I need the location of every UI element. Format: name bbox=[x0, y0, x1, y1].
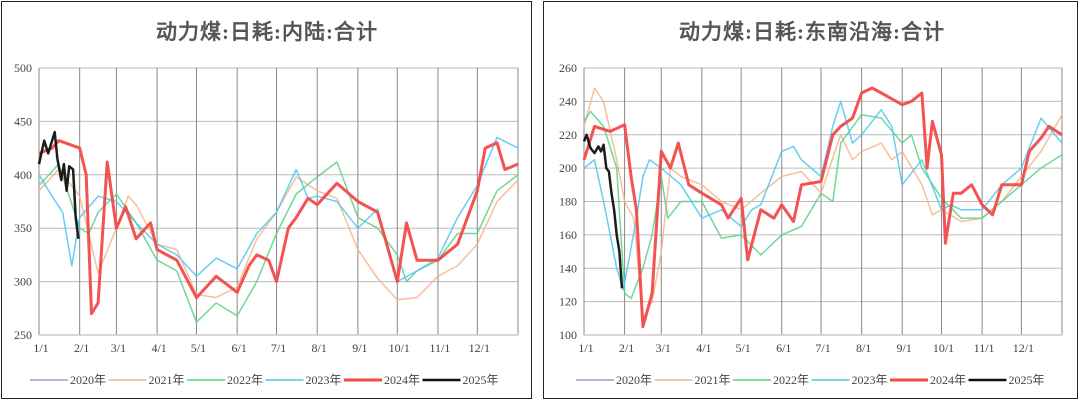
x-tick-label: 6/1 bbox=[776, 341, 791, 355]
y-tick-label: 500 bbox=[14, 61, 32, 75]
x-tick-label: 2/1 bbox=[619, 341, 634, 355]
legend-label: 2022年 bbox=[227, 373, 263, 387]
x-tick-label: 12/1 bbox=[469, 341, 490, 355]
x-tick-label: 12/1 bbox=[1013, 341, 1034, 355]
x-tick-label: 3/1 bbox=[656, 341, 671, 355]
x-tick-label: 7/1 bbox=[815, 341, 830, 355]
legend-label: 2021年 bbox=[149, 373, 185, 387]
x-tick-label: 4/1 bbox=[696, 341, 711, 355]
chart-panel-southeast-coast: 动力煤:日耗:东南沿海:合计 100 120 140 160 180 200 220 240 26… bbox=[543, 1, 1078, 399]
x-tick-label: 10/1 bbox=[933, 341, 954, 355]
x-tick-label: 8/1 bbox=[312, 341, 327, 355]
y-tick-label: 120 bbox=[559, 295, 577, 309]
legend-label: 2025年 bbox=[463, 373, 499, 387]
x-tick-label: 3/1 bbox=[111, 341, 126, 355]
x-tick-label: 1/1 bbox=[33, 341, 48, 355]
y-tick-label: 240 bbox=[559, 94, 577, 108]
legend-label: 2022年 bbox=[773, 373, 809, 387]
x-tick-label: 2/1 bbox=[74, 341, 89, 355]
y-tick-label: 180 bbox=[559, 195, 577, 209]
legend-label: 2024年 bbox=[930, 373, 966, 387]
legend-label: 2024年 bbox=[384, 373, 420, 387]
y-tick-label: 300 bbox=[14, 275, 32, 289]
y-tick-label: 450 bbox=[14, 114, 32, 128]
x-tick-label: 5/1 bbox=[735, 341, 750, 355]
x-tick-label: 11/1 bbox=[430, 341, 451, 355]
legend-label: 2023年 bbox=[306, 373, 342, 387]
x-tick-label: 5/1 bbox=[191, 341, 206, 355]
series-line-2025 bbox=[582, 133, 624, 289]
x-tick-label: 9/1 bbox=[352, 341, 367, 355]
series-line-2022 bbox=[583, 110, 1063, 300]
y-tick-label: 220 bbox=[559, 128, 577, 142]
legend-label: 2023年 bbox=[852, 373, 888, 387]
x-tick-label: 8/1 bbox=[856, 341, 871, 355]
legend-label: 2025年 bbox=[1009, 373, 1045, 387]
x-tick-label: 9/1 bbox=[897, 341, 912, 355]
series-line-2021 bbox=[583, 87, 1063, 320]
series-line-2025 bbox=[37, 130, 80, 240]
chart-panel-inland: 动力煤:日耗:内陆:合计 250 300 350 400 450 500 1/1 2/1 3/1 4… bbox=[1, 1, 532, 399]
x-tick-label: 10/1 bbox=[389, 341, 410, 355]
series-line-2023 bbox=[38, 136, 519, 283]
y-tick-label: 400 bbox=[14, 168, 32, 182]
x-tick-label: 11/1 bbox=[974, 341, 995, 355]
legend-label: 2021年 bbox=[695, 373, 731, 387]
x-tick-label: 4/1 bbox=[151, 341, 166, 355]
series-line-2023 bbox=[583, 100, 1063, 291]
legend-label: 2020年 bbox=[616, 373, 652, 387]
series-line-2024 bbox=[582, 86, 1063, 329]
y-tick-label: 260 bbox=[559, 61, 577, 75]
y-tick-label: 100 bbox=[559, 328, 577, 342]
y-tick-label: 160 bbox=[559, 228, 577, 242]
y-tick-label: 250 bbox=[14, 328, 32, 342]
y-tick-label: 350 bbox=[14, 221, 32, 235]
x-tick-label: 6/1 bbox=[231, 341, 246, 355]
x-tick-label: 1/1 bbox=[578, 341, 593, 355]
x-tick-label: 7/1 bbox=[271, 341, 286, 355]
y-tick-label: 140 bbox=[559, 261, 577, 275]
line-chart-inland: 动力煤:日耗:内陆:合计 250 300 350 400 450 500 1/1 2/1 3/1 4… bbox=[14, 20, 519, 387]
legend-label: 2020年 bbox=[70, 373, 106, 387]
line-chart-southeast-coast: 动力煤:日耗:东南沿海:合计 100 120 140 160 180 200 220 240 26… bbox=[559, 20, 1063, 387]
chart-title: 动力煤:日耗:东南沿海:合计 bbox=[679, 20, 945, 44]
chart-title: 动力煤:日耗:内陆:合计 bbox=[156, 20, 378, 44]
y-tick-label: 200 bbox=[559, 161, 577, 175]
series-line-2024 bbox=[38, 139, 519, 316]
